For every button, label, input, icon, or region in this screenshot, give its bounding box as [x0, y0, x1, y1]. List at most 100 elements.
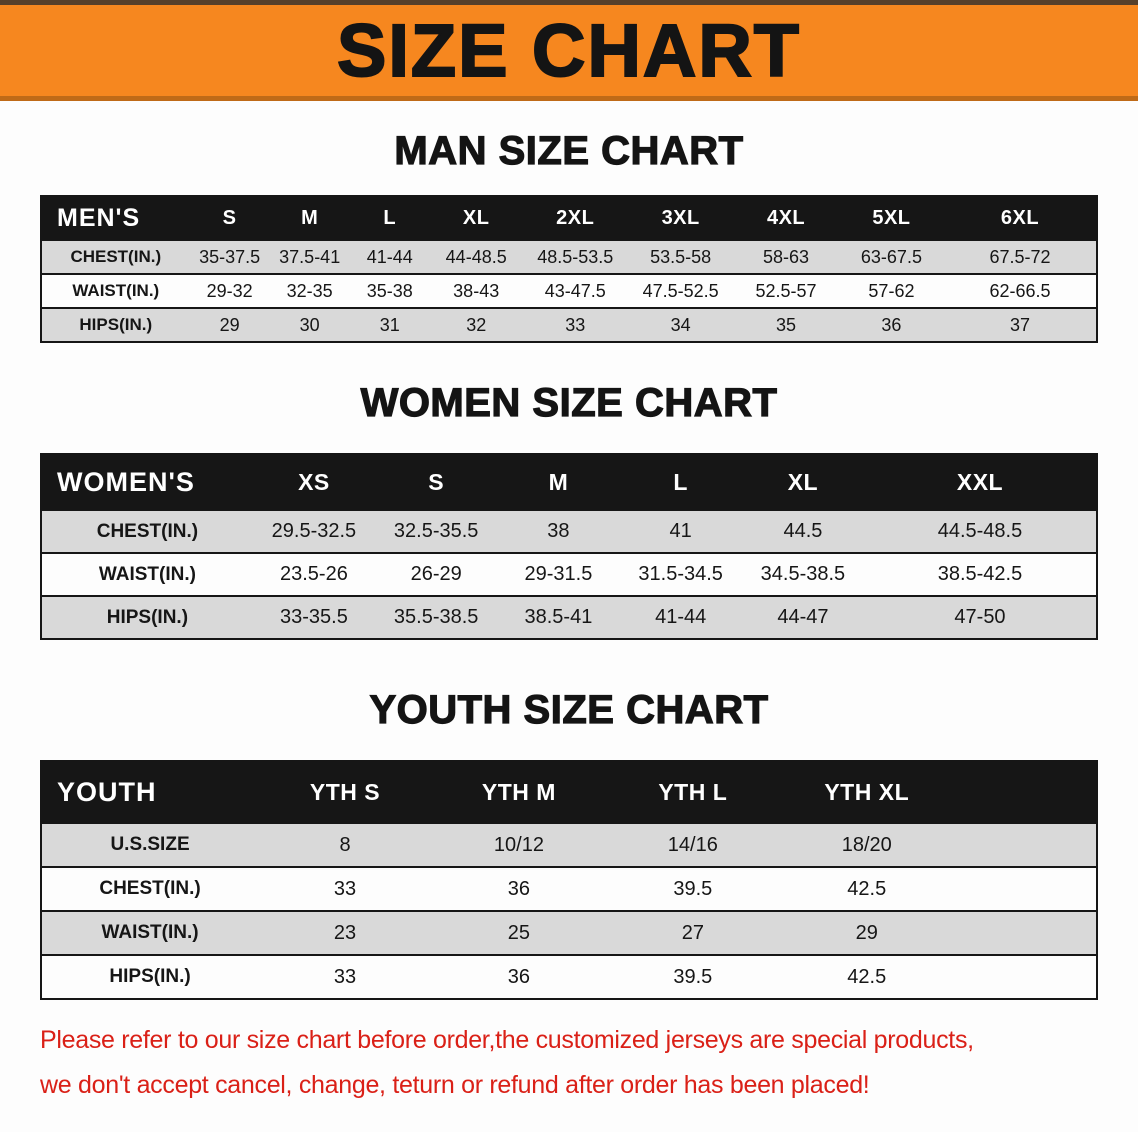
value-cell: 38.5-41 — [524, 606, 593, 628]
value-cell: 23 — [333, 921, 357, 944]
value-cell: 23.5-26 — [280, 563, 348, 585]
value-cell: 34 — [670, 314, 691, 335]
size-header-cell: L — [673, 468, 688, 495]
table-header-row: MEN'S S M L XL 2XL 3XL 4XL 5XL 6XL — [42, 197, 1096, 239]
table-row: CHEST(IN.) 33 36 39.5 42.5 — [42, 866, 1096, 910]
table-row: WAIST(IN.) 23.5-26 26-29 29-31.5 31.5-34.5 34… — [42, 552, 1096, 595]
value-cell: 37 — [1010, 314, 1031, 335]
row-label: HIPS(IN.) — [109, 966, 191, 987]
row-label: U.S.SIZE — [110, 834, 190, 855]
value-cell: 38 — [547, 520, 570, 542]
value-cell: 36 — [507, 965, 531, 988]
size-header-cell: 5XL — [872, 206, 911, 229]
size-header-cell: M — [301, 206, 319, 229]
value-cell: 32.5-35.5 — [393, 520, 479, 542]
value-cell: 25 — [507, 921, 531, 944]
value-cell: 31 — [379, 314, 400, 335]
size-header-cell: M — [548, 468, 569, 495]
value-cell: 34.5-38.5 — [760, 563, 846, 585]
men-size-table: MEN'S S M L XL 2XL 3XL 4XL 5XL 6XL CHEST(IN.) 35-37… — [40, 195, 1098, 343]
value-cell: 31.5-34.5 — [638, 563, 723, 585]
value-cell: 48.5-53.5 — [537, 246, 614, 267]
value-cell: 67.5-72 — [989, 246, 1051, 267]
size-header-cell: YTH L — [658, 778, 728, 805]
value-cell: 27 — [681, 921, 704, 944]
man-size-chart-section: MAN SIZE CHART MEN'S S M L XL 2XL 3XL 4XL 5XL 6XL… — [0, 127, 1138, 343]
value-cell: 35.5-38.5 — [393, 606, 479, 628]
value-cell: 35 — [776, 314, 797, 335]
value-cell: 52.5-57 — [755, 280, 817, 301]
table-row: U.S.SIZE 8 10/12 14/16 18/20 — [42, 822, 1096, 866]
row-label: HIPS(IN.) — [106, 606, 189, 628]
value-cell: 32-35 — [286, 280, 333, 301]
size-header-cell: XS — [298, 468, 330, 495]
size-header-cell: 6XL — [1000, 206, 1040, 229]
value-cell: 62-66.5 — [989, 280, 1051, 301]
table-row: HIPS(IN.) 29 30 31 32 33 34 35 36 37 — [42, 307, 1096, 341]
man-section-heading: MAN SIZE CHART — [394, 128, 744, 173]
value-cell: 33 — [333, 965, 357, 988]
youth-section-heading: YOUTH SIZE CHART — [369, 687, 769, 732]
value-cell: 29-32 — [206, 280, 253, 301]
value-cell: 33-35.5 — [280, 606, 348, 628]
value-cell: 47-50 — [954, 606, 1006, 628]
table-title-cell: WOMEN'S — [57, 466, 195, 497]
size-header-cell: YTH S — [309, 778, 381, 805]
value-cell: 32 — [466, 314, 487, 335]
value-cell: 35-37.5 — [199, 246, 261, 267]
value-cell: 14/16 — [667, 833, 718, 856]
value-cell: 42.5 — [847, 965, 887, 988]
row-label: WAIST(IN.) — [72, 281, 160, 300]
women-size-table: WOMEN'S XS S M L XL XXL CHEST(IN.) 29.5-32.5 32.5… — [40, 453, 1098, 640]
value-cell: 43-47.5 — [544, 280, 606, 301]
size-header-cell: S — [428, 468, 445, 495]
size-header-cell: YTH XL — [824, 778, 910, 805]
value-cell: 58-63 — [763, 246, 810, 267]
table-row: CHEST(IN.) 29.5-32.5 32.5-35.5 38 41 44.5 44.5… — [42, 509, 1096, 552]
value-cell: 36 — [507, 877, 531, 900]
table-row: HIPS(IN.) 33-35.5 35.5-38.5 38.5-41 41-44 44-… — [42, 595, 1096, 638]
value-cell: 44.5 — [783, 520, 823, 542]
value-cell: 36 — [881, 314, 902, 335]
size-header-cell: XXL — [956, 468, 1004, 495]
women-section-heading: WOMEN SIZE CHART — [360, 380, 778, 425]
footer-note: Please refer to our size chart before or… — [40, 1018, 1098, 1108]
value-cell: 42.5 — [847, 877, 887, 900]
table-header-row: YOUTH YTH S YTH M YTH L YTH XL — [42, 762, 1096, 822]
value-cell: 30 — [299, 314, 320, 335]
table-header-row: WOMEN'S XS S M L XL XXL — [42, 455, 1096, 509]
size-header-cell: 3XL — [661, 206, 700, 229]
value-cell: 26-29 — [410, 563, 462, 585]
size-header-cell: XL — [787, 468, 819, 495]
note-line-1: Please refer to our size chart before or… — [40, 1026, 974, 1054]
value-cell: 8 — [339, 833, 351, 856]
value-cell: 41 — [669, 520, 692, 542]
value-cell: 44-48.5 — [445, 246, 507, 267]
row-label: WAIST(IN.) — [98, 563, 196, 585]
value-cell: 44-47 — [777, 606, 829, 628]
size-header-cell: 4XL — [766, 206, 806, 229]
value-cell: 29 — [855, 921, 878, 944]
note-line-2: we don't accept cancel, change, teturn o… — [40, 1071, 870, 1099]
value-cell: 57-62 — [868, 280, 915, 301]
value-cell: 29-31.5 — [524, 563, 593, 585]
table-row: HIPS(IN.) 33 36 39.5 42.5 — [42, 954, 1096, 998]
value-cell: 33 — [333, 877, 357, 900]
value-cell: 18/20 — [841, 833, 892, 856]
value-cell: 37.5-41 — [279, 246, 341, 267]
value-cell: 38-43 — [453, 280, 500, 301]
banner: SIZE CHART — [0, 0, 1138, 101]
value-cell: 53.5-58 — [650, 246, 712, 267]
row-label: CHEST(IN.) — [70, 247, 162, 266]
value-cell: 35-38 — [366, 280, 413, 301]
value-cell: 41-44 — [366, 246, 413, 267]
row-label: WAIST(IN.) — [101, 922, 199, 943]
value-cell: 39.5 — [673, 965, 713, 988]
value-cell: 38.5-42.5 — [937, 563, 1023, 585]
row-label: CHEST(IN.) — [99, 878, 201, 899]
youth-size-table: YOUTH YTH S YTH M YTH L YTH XL U.S.SIZE 8 10/12… — [40, 760, 1098, 1000]
row-label: CHEST(IN.) — [96, 520, 199, 542]
value-cell: 29 — [219, 314, 240, 335]
value-cell: 44.5-48.5 — [937, 520, 1023, 542]
